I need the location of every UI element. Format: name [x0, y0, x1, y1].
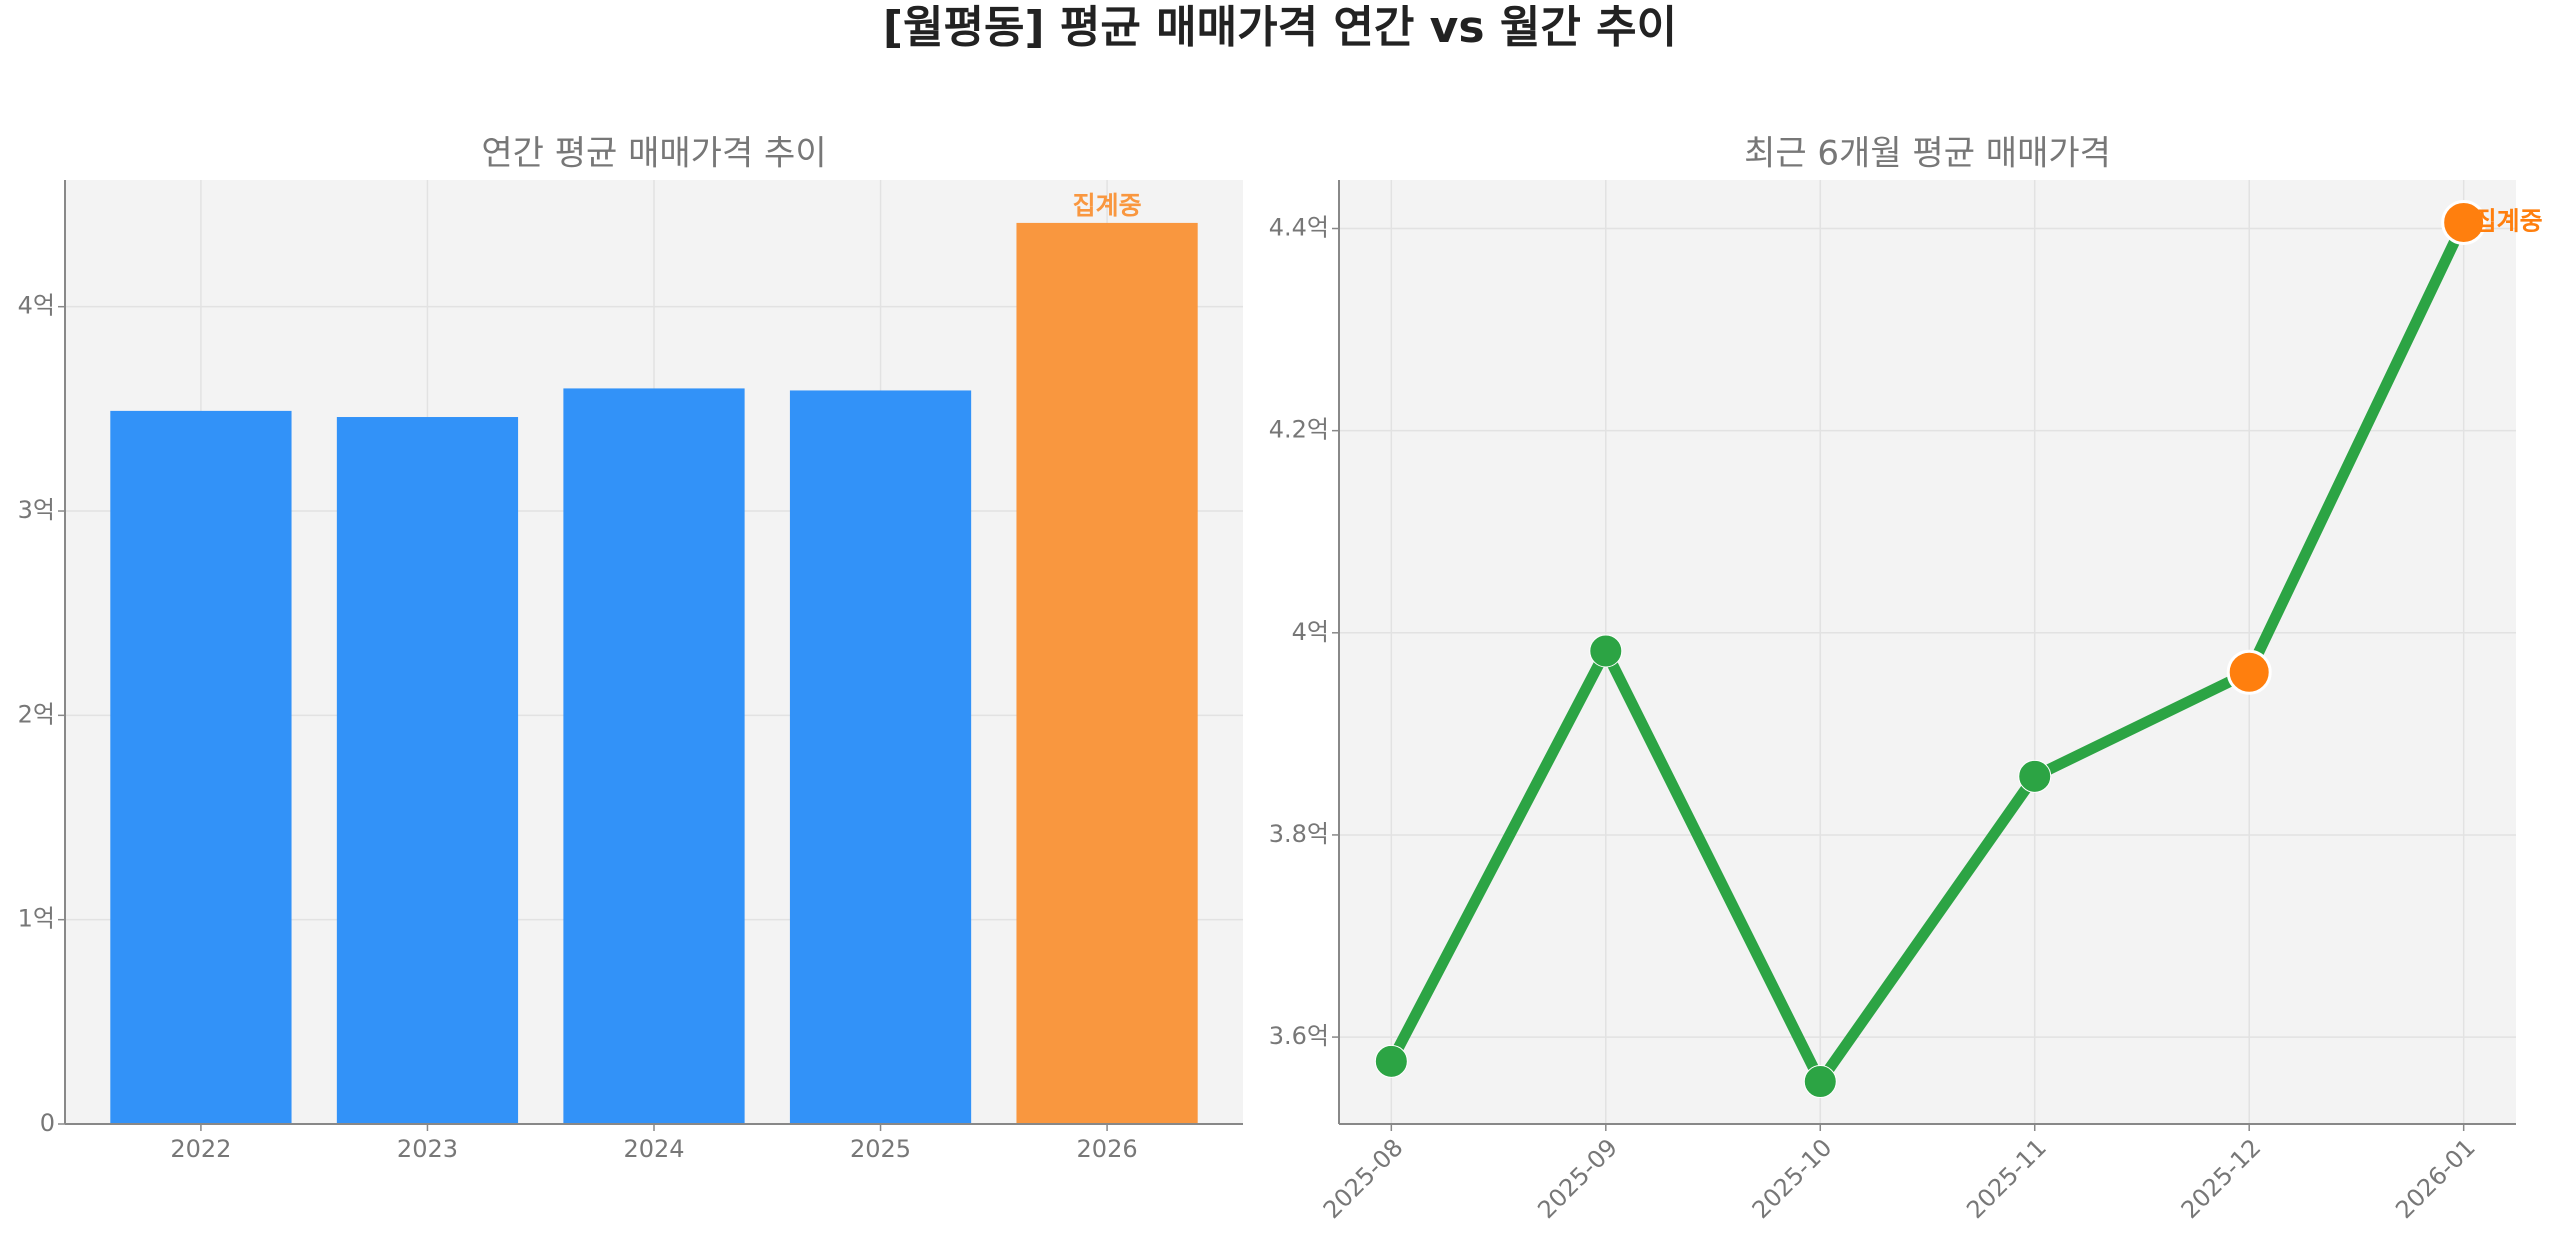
- marker: [2441, 199, 2487, 245]
- x-tick-label: 2025-08: [1318, 1133, 1409, 1224]
- y-tick-label: 4.4억: [1269, 214, 1329, 242]
- marker: [2018, 759, 2052, 793]
- x-tick-label: 2026: [1077, 1135, 1138, 1163]
- x-tick-label: 2025-12: [2176, 1133, 2267, 1224]
- x-tick-label: 2023: [397, 1135, 458, 1163]
- bar: [563, 388, 745, 1124]
- line: [1386, 220, 2469, 1088]
- bar: [1016, 222, 1198, 1125]
- bar: [110, 410, 292, 1124]
- marker: [1589, 634, 1623, 668]
- y-tick-label: 4억: [1292, 618, 1329, 646]
- x-tick-label: 2022: [170, 1135, 231, 1163]
- marker: [1803, 1065, 1837, 1099]
- x-tick-label: 2024: [623, 1135, 684, 1163]
- x-tick-label: 2025-09: [1532, 1133, 1623, 1224]
- y-tick-label: 3억: [18, 496, 55, 524]
- x-tick-label: 2025-11: [1961, 1133, 2052, 1224]
- x-tick-label: 2025-10: [1747, 1133, 1838, 1224]
- y-tick-label: 3.6억: [1269, 1022, 1329, 1050]
- y-tick-label: 3.8억: [1269, 820, 1329, 848]
- marker: [1374, 1044, 1408, 1078]
- y-tick-label: 4.2억: [1269, 416, 1329, 444]
- annotation: 집계중: [2474, 206, 2543, 235]
- bar: [789, 390, 972, 1124]
- x-tick-label: 2026-01: [2390, 1133, 2481, 1224]
- annotation: 집계중: [1073, 191, 1142, 220]
- y-tick-label: 2억: [18, 700, 55, 728]
- chart-title: 연간 평균 매매가격 추이: [481, 134, 826, 174]
- y-tick-label: 4억: [18, 292, 55, 320]
- chart-title: 최근 6개월 평균 매매가격: [1744, 134, 2111, 174]
- marker: [2226, 649, 2272, 695]
- y-tick-label: 0: [40, 1109, 55, 1137]
- y-tick-label: 1억: [18, 905, 55, 933]
- plot-area: [1339, 180, 2516, 1124]
- x-tick-label: 2025: [850, 1135, 911, 1163]
- figure-title: [월평동] 평균 매매가격 연간 vs 월간 추이: [883, 2, 1677, 53]
- bar: [336, 417, 519, 1125]
